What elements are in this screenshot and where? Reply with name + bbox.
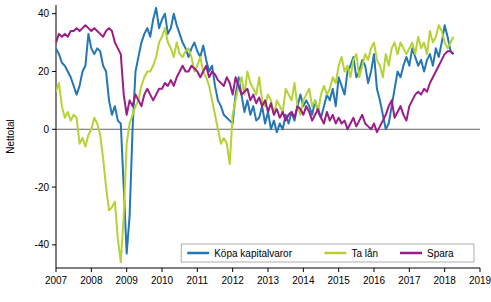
y-tick-label: 0 xyxy=(43,124,49,135)
series-line xyxy=(56,25,454,262)
x-tick-label: 2012 xyxy=(222,275,245,286)
legend-label: Ta lån xyxy=(351,248,378,259)
legend-swatch xyxy=(187,252,209,255)
x-tick-label: 2017 xyxy=(398,275,421,286)
x-tick-label: 2015 xyxy=(328,275,351,286)
x-tick-label: 2014 xyxy=(292,275,315,286)
x-tick-label: 2008 xyxy=(80,275,103,286)
x-tick xyxy=(56,268,57,272)
legend-label: Spara xyxy=(427,248,454,259)
x-tick xyxy=(480,268,481,272)
y-tick xyxy=(52,129,56,130)
y-axis xyxy=(56,5,57,268)
x-tick xyxy=(303,268,304,272)
x-tick xyxy=(444,268,445,272)
x-tick-label: 2011 xyxy=(187,275,209,286)
legend: Köpa kapitalvaror Ta lån Spara xyxy=(181,244,474,262)
y-tick xyxy=(52,187,56,188)
x-tick-label: 2019 xyxy=(469,275,491,286)
y-tick-label: -40 xyxy=(35,239,50,250)
x-tick xyxy=(268,268,269,272)
x-tick-label: 2018 xyxy=(434,275,457,286)
legend-swatch xyxy=(400,252,422,255)
x-tick-label: 2016 xyxy=(363,275,386,286)
plot-area xyxy=(56,8,454,262)
x-tick xyxy=(162,268,163,272)
y-tick xyxy=(52,244,56,245)
x-tick-label: 2010 xyxy=(151,275,174,286)
y-axis-label: Nettotal xyxy=(5,119,16,153)
x-tick xyxy=(409,268,410,272)
zero-line xyxy=(56,129,480,130)
y-tick xyxy=(52,13,56,14)
y-tick-label: 20 xyxy=(38,66,50,77)
x-tick xyxy=(197,268,198,272)
legend-box xyxy=(181,244,474,262)
y-tick-label: 40 xyxy=(38,8,50,19)
series-line xyxy=(56,25,454,132)
y-tick xyxy=(52,71,56,72)
x-tick-label: 2013 xyxy=(257,275,280,286)
legend-swatch xyxy=(324,252,346,255)
chart: -40 -20 0 20 40 2007 2008 2009 2010 2011 2012 2013 2… xyxy=(0,0,491,302)
legend-label: Köpa kapitalvaror xyxy=(214,248,292,259)
x-tick xyxy=(91,268,92,272)
x-tick-label: 2007 xyxy=(45,275,68,286)
x-tick xyxy=(374,268,375,272)
x-tick-label: 2009 xyxy=(116,275,139,286)
x-tick xyxy=(338,268,339,272)
x-tick xyxy=(232,268,233,272)
y-tick-label: -20 xyxy=(35,182,50,193)
x-tick xyxy=(126,268,127,272)
